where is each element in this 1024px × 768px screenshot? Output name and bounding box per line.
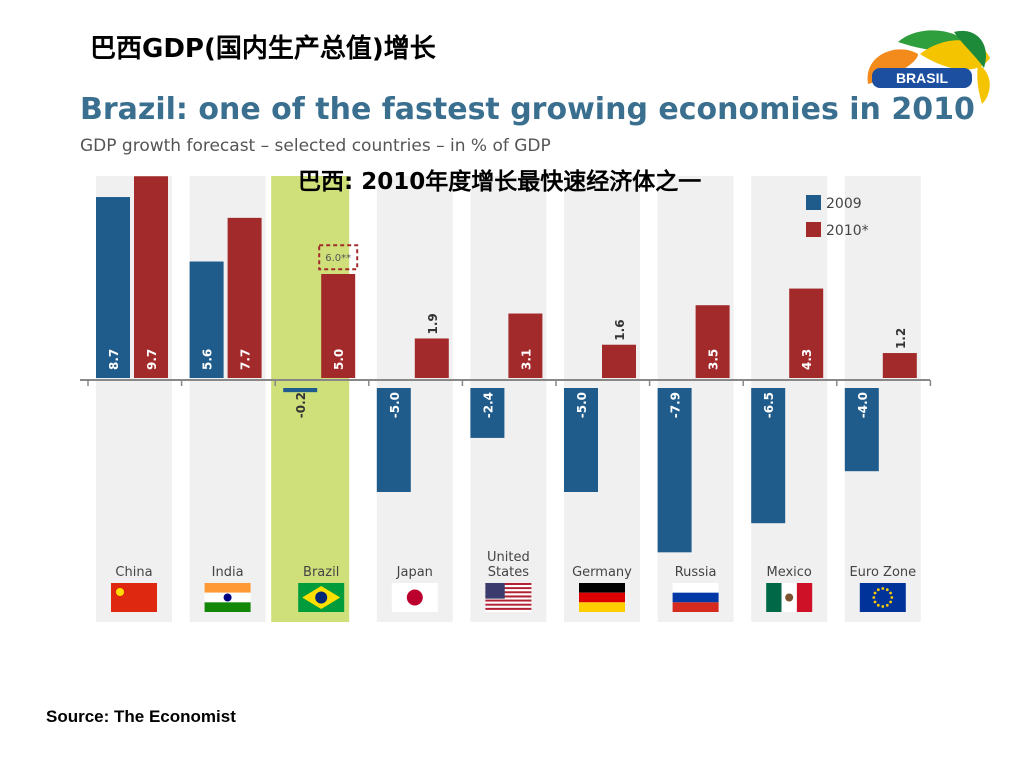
data-label: 3.5: [707, 349, 721, 370]
data-label: 9.7: [145, 349, 159, 370]
column-bg-brazil: [271, 176, 350, 622]
bar-mexico-2009: [751, 388, 786, 524]
legend-label: 2010*: [826, 223, 869, 239]
data-label: 8.7: [107, 349, 121, 370]
bar-russia-2009: [657, 388, 692, 553]
data-label: 5.0: [332, 349, 346, 370]
slide-title: 巴西GDP(国内生产总值)增长: [90, 34, 436, 64]
category-label: India: [212, 565, 244, 580]
bar-india-2010: [227, 217, 262, 378]
flag-euro-zone-icon: [859, 583, 906, 612]
flag-russia-icon: [672, 583, 719, 612]
legend-label: 2009: [826, 196, 862, 212]
data-label: 1.9: [426, 313, 440, 334]
svg-text:BRASIL: BRASIL: [896, 70, 949, 86]
bar-china-2010: [134, 176, 168, 378]
bar-brazil-2009: [283, 388, 318, 393]
chart-title: Brazil: one of the fastest growing econo…: [80, 92, 975, 127]
category-label: China: [115, 565, 152, 580]
chart-subtitle: GDP growth forecast – selected countries…: [80, 136, 551, 156]
overlay-title: 巴西: 2010年度增长最快速经济体之一: [298, 169, 702, 195]
brasil-logo: BRASIL: [867, 30, 990, 104]
data-label: 7.7: [239, 349, 253, 370]
legend-swatch-2009: [806, 195, 821, 210]
bar-euro-zone-2010: [882, 353, 917, 378]
bar-united-states-2010: [508, 313, 543, 378]
bar-china-2009: [96, 197, 130, 378]
bar-russia-2010: [695, 305, 730, 378]
flag-brazil-icon: [298, 583, 345, 612]
data-label: -0.2: [294, 392, 308, 418]
bar-brazil-2010: [321, 274, 356, 378]
data-label: -6.5: [762, 392, 776, 418]
data-label: -7.9: [669, 392, 683, 418]
category-label: United: [487, 550, 530, 565]
bar-germany-2010: [602, 344, 636, 378]
data-label: 1.2: [894, 328, 908, 349]
data-label: -5.0: [388, 392, 402, 418]
flag-india-icon: [204, 583, 251, 612]
flag-united-states-icon: [485, 583, 532, 612]
bar-japan-2010: [414, 338, 449, 378]
category-label: Germany: [572, 565, 632, 580]
category-label: Brazil: [303, 565, 339, 580]
category-label: States: [488, 565, 529, 580]
bar-india-2009: [189, 261, 224, 378]
source-note: Source: The Economist: [46, 707, 236, 726]
flag-japan-icon: [391, 583, 438, 612]
flag-germany-icon: [579, 583, 625, 612]
data-label: -4.0: [856, 392, 870, 418]
category-label: Japan: [396, 565, 433, 580]
bar-euro-zone-2009: [844, 388, 879, 472]
flag-mexico-icon: [766, 583, 813, 612]
bar-mexico-2010: [789, 288, 824, 378]
data-label: 5.6: [201, 349, 215, 370]
bar-japan-2009: [376, 388, 411, 492]
data-label: 4.3: [800, 349, 814, 370]
bar-germany-2009: [564, 388, 598, 492]
data-label: 1.6: [613, 319, 627, 340]
category-label: Russia: [675, 565, 717, 580]
legend-swatch-2010: [806, 222, 821, 237]
data-label: 3.1: [519, 349, 533, 370]
annotation-box: [318, 244, 359, 271]
flag-china-icon: [111, 583, 157, 612]
data-label: -2.4: [481, 392, 495, 418]
category-label: Euro Zone: [849, 565, 916, 580]
category-label: Mexico: [766, 565, 811, 580]
bar-united-states-2009: [470, 388, 505, 438]
data-label: -5.0: [575, 392, 589, 418]
annotation-label: 6.0**: [325, 253, 351, 264]
